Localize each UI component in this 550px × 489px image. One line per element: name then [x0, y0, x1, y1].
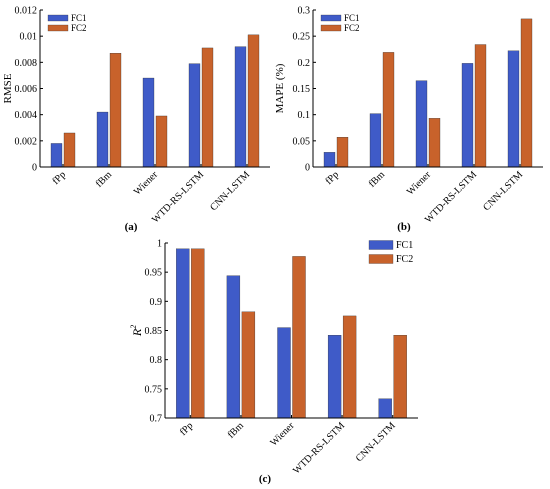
legend-label-fc2: FC2: [344, 23, 360, 33]
legend-label-fc1: FC1: [71, 13, 87, 23]
y-tick-label: 0.8: [150, 355, 163, 366]
y-axis-label: RMSE: [2, 73, 14, 103]
y-tick-label: 0.25: [293, 32, 311, 43]
y-axis-label: MAPE (%): [274, 63, 286, 113]
bar-fc2-cnn-lstm: [247, 34, 260, 168]
panel-b-bars: [323, 18, 533, 168]
legend-label-fc2: FC2: [71, 23, 87, 33]
x-tick-label: CNN-LSTM: [481, 169, 525, 213]
y-axis-label-superscript: 2: [129, 325, 138, 329]
panel-label: (c): [259, 473, 272, 485]
bar-fc1-fpp: [176, 248, 190, 419]
x-tick-label: fBm: [367, 169, 388, 190]
panel-a-rmse-chart: 0 0.002 0.004 0.006 0.008 0.01 0.012 fPp fBm Wien…: [2, 6, 270, 233]
y-tick-label: 0.7: [150, 414, 163, 425]
bar-fc1-cnn-lstm: [234, 46, 247, 168]
y-tick-label: 0.2: [298, 58, 311, 69]
y-tick-label: 0.004: [15, 110, 38, 121]
bar-fc2-wtd-rs-lstm: [474, 44, 487, 168]
panel-a-legend: FC1 FC2: [47, 13, 87, 33]
legend-swatch-fc2: [47, 24, 69, 32]
y-tick-label: 0.002: [15, 136, 38, 147]
bar-fc1-wtd-rs-lstm: [188, 63, 201, 168]
y-tick-label: 0.85: [145, 326, 163, 337]
y-axis-label: R2: [129, 325, 144, 337]
x-tick-label: CNN-LSTM: [208, 169, 252, 213]
y-tick-label: 0.95: [145, 268, 163, 279]
y-tick-label: 0.9: [150, 297, 163, 308]
bar-fc1-cnn-lstm: [378, 398, 392, 419]
bar-fc2-fbm: [241, 311, 256, 419]
bar-fc1-fpp: [50, 143, 63, 168]
y-tick-label: 0.01: [20, 32, 38, 43]
bar-fc1-fpp: [323, 152, 336, 168]
x-tick-label: Wiener: [405, 169, 434, 198]
bar-fc2-cnn-lstm: [520, 18, 533, 168]
bar-fc2-cnn-lstm: [393, 335, 407, 419]
bar-fc1-fbm: [226, 275, 241, 419]
bar-fc2-wiener: [155, 115, 168, 168]
y-tick-label: 0.3: [298, 6, 311, 17]
bar-fc1-fbm: [96, 111, 109, 168]
panel-label: (b): [397, 221, 411, 233]
y-tick-label: 0.1: [298, 110, 311, 121]
bar-fc1-wiener: [277, 327, 291, 419]
panel-label: (a): [125, 221, 138, 233]
legend-swatch-fc2: [368, 254, 394, 264]
x-tick-label: fPp: [51, 169, 69, 187]
y-tick-label: 0.75: [145, 384, 163, 395]
bar-fc1-wiener: [142, 77, 155, 168]
bar-fc2-wtd-rs-lstm: [342, 315, 357, 419]
bar-fc1-wtd-rs-lstm: [461, 63, 474, 168]
x-tick-label: fPp: [178, 420, 196, 438]
x-tick-label: fBm: [94, 169, 115, 190]
bar-fc1-cnn-lstm: [507, 50, 520, 168]
bar-fc1-wiener: [415, 80, 428, 168]
bar-fc1-wtd-rs-lstm: [327, 335, 342, 419]
bar-fc2-wiener: [292, 256, 306, 419]
legend-label-fc1: FC1: [396, 240, 413, 251]
panel-c-bars: [176, 248, 407, 419]
x-tick-label: WTD-RS-LSTM: [291, 420, 347, 476]
y-tick-label: 0.006: [15, 84, 38, 95]
y-tick-label: 0.012: [15, 6, 38, 17]
y-axis-label-base: R: [130, 328, 144, 337]
x-tick-label: Wiener: [132, 169, 161, 198]
legend-swatch-fc2: [320, 24, 342, 32]
y-tick-label: 1: [157, 239, 162, 250]
bar-fc2-wiener: [428, 118, 441, 168]
panel-c-legend: FC1 FC2: [368, 240, 413, 265]
bar-fc1-fbm: [369, 113, 382, 168]
y-tick-label: 0: [305, 163, 310, 174]
panel-b-legend: FC1 FC2: [320, 13, 360, 33]
y-tick-label: 0.05: [293, 136, 311, 147]
y-tick-label: 0: [32, 163, 37, 174]
panel-c-r2-chart: 0.7 0.75 0.8 0.85 0.9 0.95 1 fPp fBm WienerWTD-RS…: [129, 239, 418, 485]
x-tick-label: Wiener: [268, 420, 297, 449]
bar-fc2-fbm: [109, 53, 122, 168]
y-tick-label: 0.15: [293, 84, 311, 95]
bar-fc2-wtd-rs-lstm: [201, 47, 214, 168]
legend-swatch-fc1: [368, 240, 394, 250]
legend-swatch-fc1: [320, 14, 342, 22]
legend-label-fc1: FC1: [344, 13, 360, 23]
y-tick-label: 0.008: [15, 58, 38, 69]
bar-fc2-fbm: [382, 52, 395, 168]
x-tick-label: fBm: [226, 420, 247, 441]
bar-fc2-fpp: [63, 132, 76, 168]
bar-fc2-fpp: [336, 137, 349, 168]
panel-a-bars: [50, 34, 260, 168]
x-tick-label: fPp: [324, 169, 342, 187]
x-tick-label: CNN-LSTM: [354, 420, 398, 464]
bar-fc2-fpp: [191, 248, 205, 419]
panel-a-axes: 0 0.002 0.004 0.006 0.008 0.01 0.012 fPp fBm Wien…: [15, 6, 270, 225]
legend-label-fc2: FC2: [396, 254, 413, 265]
legend-swatch-fc1: [47, 14, 69, 22]
